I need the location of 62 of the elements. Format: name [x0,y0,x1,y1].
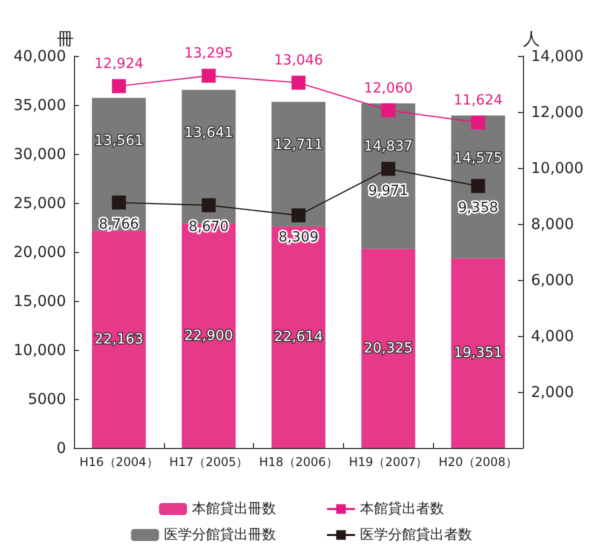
y-axis-title: 冊 [57,30,74,50]
y-tick-label: 25,000 [14,194,66,212]
y-tick-label: 0 [56,439,66,457]
point [381,103,396,118]
y-tick-label: 40,000 [14,47,66,65]
x-tick-label: H17（2005） [169,455,248,469]
point [471,178,486,193]
data-label: 20,325 [364,340,413,356]
bar [92,230,146,448]
bar [272,102,326,226]
data-label: 9,971 [368,182,408,199]
data-label: 13,295 [184,46,234,62]
point [292,208,306,222]
point [471,116,486,130]
data-label: 12,924 [94,56,144,72]
legend-label: 医学分館貸出冊数 [164,527,276,543]
y-tick-label: 20,000 [14,243,66,261]
legend-label: 本館貸出冊数 [192,501,276,517]
y-tick-label: 5000 [28,390,66,408]
data-label: 22,614 [274,329,324,346]
data-label: 13,561 [94,132,144,149]
y-tick-label: 15,000 [14,292,66,310]
y-tick-label: 10,000 [14,341,66,359]
data-label: 12,711 [274,136,323,153]
legend-label: 医学分館貸出者数 [360,527,472,543]
data-label: 8,309 [278,229,319,246]
y-tick-label: 35,000 [14,96,66,114]
y2-tick-label: 14,000 [531,47,584,65]
data-label: 8,670 [188,219,229,236]
data-label: 13,046 [274,52,324,69]
x-tick-label: H19（2007） [348,455,428,469]
data-label: 9,358 [458,200,498,216]
data-label: 22,900 [184,328,234,344]
data-label: 22,163 [94,331,144,348]
x-tick-label: H16（2004） [79,455,158,469]
data-label: 8,766 [98,216,140,233]
bar [361,248,416,448]
data-label: 19,351 [454,345,503,362]
bar [272,226,326,448]
point [202,68,216,83]
point [381,162,396,176]
y2-tick-label: 8,000 [531,215,574,233]
data-label: 11,624 [454,92,503,109]
y2-tick-label: 2,000 [531,383,574,401]
x-tick-label: H18（2006） [259,455,338,469]
y2-axis-title: 人 [523,30,540,50]
y2-tick-label: 4,000 [531,327,574,345]
y2-tick-label: 12,000 [531,103,584,121]
point [292,76,306,90]
point [202,198,216,212]
y-tick-label: 30,000 [14,145,66,163]
data-label: 12,060 [364,80,413,96]
data-label: 13,641 [184,124,234,141]
bar [451,258,506,448]
x-tick-label: H20（2008） [438,455,518,469]
legend-label: 本館貸出者数 [360,501,444,517]
y2-tick-label: 10,000 [531,159,584,177]
data-label: 14,837 [364,138,413,154]
point [112,79,126,94]
point [112,196,126,210]
data-label: 14,575 [454,150,503,167]
y2-tick-label: 6,000 [531,271,574,289]
